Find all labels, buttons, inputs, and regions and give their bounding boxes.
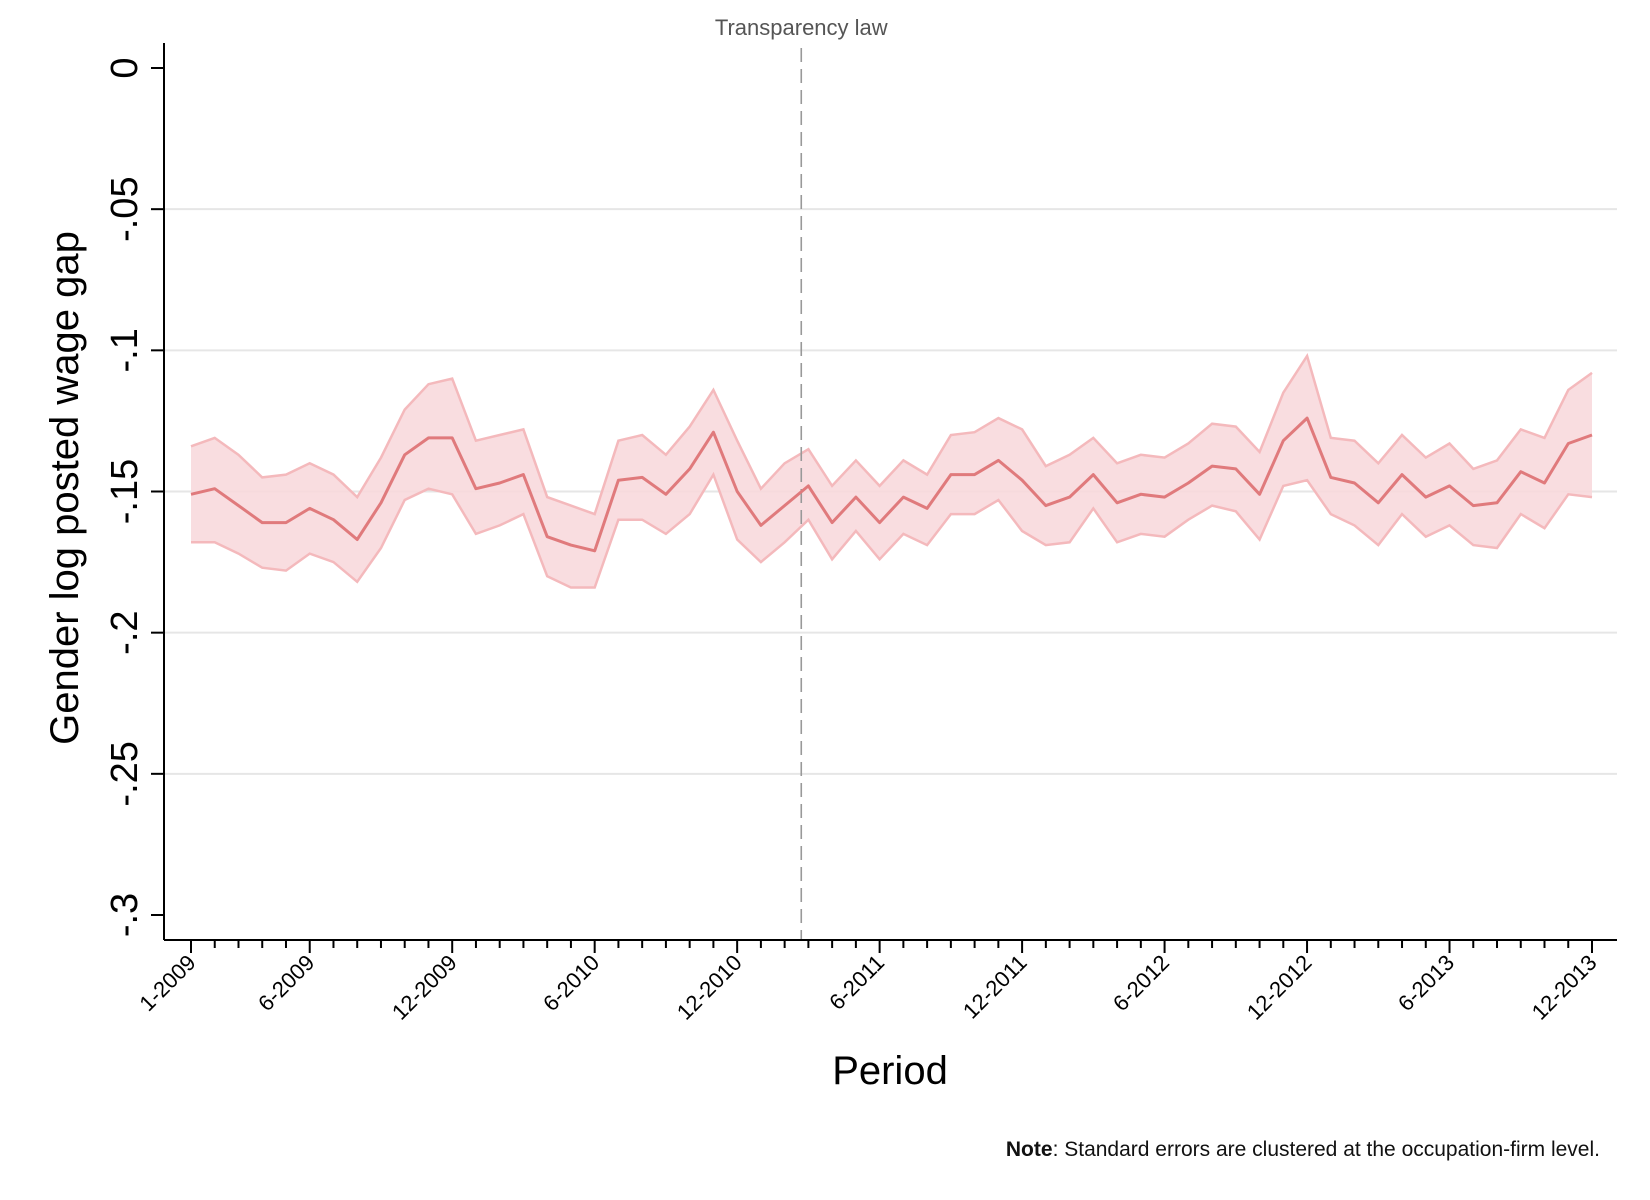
footnote: Note: Standard errors are clustered at t… xyxy=(600,1138,1600,1162)
y-tick-label: -.15 xyxy=(104,459,146,524)
footnote-text: : Standard errors are clustered at the o… xyxy=(1052,1138,1600,1161)
y-tick-label: -.05 xyxy=(104,176,146,241)
x-tick-label: 12-2010 xyxy=(672,950,747,1025)
x-tick-label: 6-2010 xyxy=(538,950,604,1016)
y-tick-label: -.3 xyxy=(104,893,146,937)
x-tick-label: 12-2013 xyxy=(1527,950,1602,1025)
y-tick-label: 0 xyxy=(104,57,146,78)
confidence-band xyxy=(190,353,1593,589)
y-tick-label: -.25 xyxy=(104,741,146,806)
estimate-line xyxy=(190,416,1593,553)
x-tick-label: 1-2009 xyxy=(134,950,200,1016)
x-tick-label: 6-2013 xyxy=(1393,950,1459,1016)
y-tick-label: -.1 xyxy=(104,328,146,372)
x-axis-ticks: 1-2009 6-2009 12-2009 6-2010 12-2010 6-2011 12… xyxy=(134,940,1602,1025)
y-tick-label: -.2 xyxy=(104,610,146,654)
x-tick-label: 6-2009 xyxy=(253,950,319,1016)
confidence-band-area xyxy=(191,356,1592,588)
x-tick-label: 6-2011 xyxy=(824,950,889,1015)
footnote-bold: Note xyxy=(1005,1138,1053,1161)
x-tick-label: 12-2012 xyxy=(1242,950,1317,1025)
y-axis-label: Gender log posted wage gap xyxy=(43,231,87,745)
transparency-law-label: Transparency law xyxy=(715,15,888,40)
y-axis-ticks: 0 -.05 -.1 -.15 -.2 -.25 -.3 xyxy=(104,57,164,937)
band-upper-edge xyxy=(190,353,1593,516)
x-axis-label: Period xyxy=(832,1049,948,1093)
estimate-line-path xyxy=(190,416,1593,553)
x-tick-label: 6-2012 xyxy=(1108,950,1174,1016)
x-tick-label: 12-2009 xyxy=(387,950,462,1025)
x-tick-label: 12-2011 xyxy=(958,950,1032,1024)
band-lower-edge xyxy=(191,471,1593,589)
